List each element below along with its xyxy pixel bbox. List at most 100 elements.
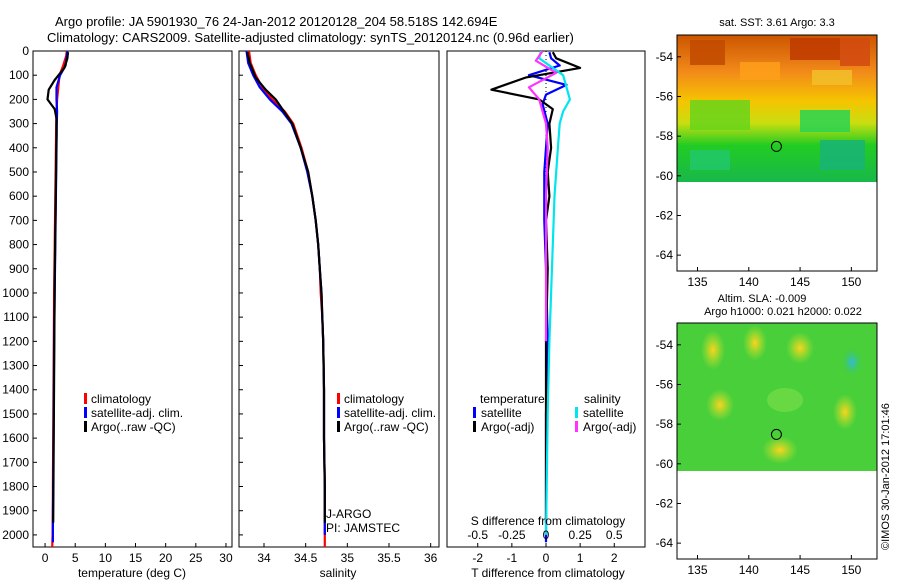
- depth-tick-label: 1800: [2, 480, 29, 494]
- lat-tick-label: -58: [656, 129, 674, 143]
- legend-swatch-satellite: [337, 407, 340, 418]
- legend-label-t-argo: Argo(-adj): [481, 420, 534, 434]
- temperature-axes-frame: [32, 50, 233, 548]
- x-tick-label: 1: [577, 551, 584, 565]
- legend-label-satellite: satellite-adj. clim.: [344, 406, 436, 420]
- depth-tick-label: 1600: [2, 431, 29, 445]
- depth-tick-label: 1000: [2, 286, 29, 300]
- depth-tick-label: 1700: [2, 455, 29, 469]
- lat-tick-label: -54: [656, 338, 674, 352]
- temperature-depth-ticks: 0 100 200 300 400 500 600 700 800 900 1000 1100 1200…: [2, 44, 37, 542]
- depth-tick-label: 700: [9, 213, 29, 227]
- legend-title-salinity: salinity: [584, 392, 621, 406]
- x-tick-label: 35: [341, 551, 355, 565]
- sla-texture: [701, 325, 862, 464]
- x-tick-label: -1: [507, 551, 518, 565]
- depth-tick-label: 1300: [2, 359, 29, 373]
- s-difference-label: S difference from climatology: [471, 514, 626, 528]
- s-diff-tick-label: 0.25: [568, 528, 592, 542]
- depth-tick-label: 300: [9, 117, 29, 131]
- difference-x-ticks: -2 -1 0 1 2: [472, 543, 618, 565]
- legend-swatch-t-satellite: [473, 407, 476, 418]
- series-line-argo: [46, 52, 70, 523]
- s-difference-ticks: -0.5 -0.25 0 0.25 0.5: [467, 528, 623, 542]
- lat-tick-label: -62: [656, 208, 674, 222]
- legend-label-s-argo: Argo(-adj): [583, 420, 636, 434]
- depth-tick-label: 1100: [3, 310, 29, 324]
- s-diff-tick-label: -0.5: [467, 528, 488, 542]
- salinity-axes-frame: [238, 50, 440, 548]
- lon-tick-label: 145: [790, 275, 810, 289]
- lat-tick-label: -58: [656, 417, 674, 431]
- depth-tick-label: 200: [9, 92, 29, 106]
- series-line-s-satellite: [538, 51, 572, 535]
- salinity-depth-ticks: [239, 50, 243, 536]
- legend-label-argo: Argo(..raw -QC): [344, 420, 429, 434]
- legend-label-satellite: satellite-adj. clim.: [91, 406, 183, 420]
- x-tick-label: 35.5: [377, 551, 401, 565]
- lat-tick-label: -56: [656, 377, 674, 391]
- depth-tick-label: 100: [9, 68, 29, 82]
- lat-tick-label: -64: [656, 248, 674, 262]
- float-pi-label: PI: JAMSTEC: [326, 521, 400, 535]
- legend-label-climatology: climatology: [91, 392, 151, 406]
- sst-map-title: sat. SST: 3.61 Argo: 3.3: [719, 17, 835, 29]
- depth-tick-label: 800: [9, 238, 29, 252]
- sst-lon-ticks: 135 140 145 150: [687, 267, 862, 289]
- difference-lines: [490, 51, 582, 547]
- depth-tick-label: 900: [9, 262, 29, 276]
- series-line-climatology: [247, 51, 326, 547]
- x-tick-label: 34.5: [294, 551, 318, 565]
- series-line-argo: [246, 51, 326, 523]
- legend-swatch-t-argo: [473, 421, 476, 432]
- header-line-1: Argo profile: JA 5901930_76 24-Jan-2012 …: [55, 14, 498, 29]
- lat-tick-label: -60: [656, 169, 674, 183]
- sst-map-frame: [676, 34, 878, 272]
- legend-swatch-climatology: [337, 393, 340, 404]
- legend-label-argo: Argo(..raw -QC): [91, 420, 176, 434]
- depth-tick-label: 400: [9, 141, 29, 155]
- temperature-x-ticks: 0 5 10 15 20 25 30: [42, 543, 233, 565]
- lon-tick-label: 145: [790, 563, 810, 577]
- x-tick-label: 0: [543, 551, 550, 565]
- legend-label-t-satellite: satellite: [481, 406, 522, 420]
- x-tick-label: 2: [611, 551, 618, 565]
- series-line-s-argo-adj-: [527, 51, 558, 342]
- salinity-panel: 34 34.5 35 35.5 36 salinity climatology sate…: [238, 50, 440, 580]
- temperature-xlabel: temperature (deg C): [78, 566, 186, 580]
- salinity-legend: climatology satellite-adj. clim. Argo(..…: [337, 392, 436, 434]
- x-tick-label: 34: [257, 551, 271, 565]
- legend-swatch-argo: [337, 421, 340, 432]
- sla-map-panel: Altim. SLA: -0.009 Argo h1000: 0.021 h20…: [656, 293, 878, 577]
- legend-title-temperature: temperature: [480, 392, 545, 406]
- lat-tick-label: -56: [656, 89, 674, 103]
- lat-tick-label: -64: [656, 536, 674, 550]
- imos-watermark: ©IMOS 30-Jan-2012 17:01:46: [880, 403, 892, 550]
- x-tick-label: -2: [472, 551, 483, 565]
- difference-panel: -2 -1 0 1 2 T difference from climatology S …: [446, 50, 646, 580]
- legend-label-s-satellite: satellite: [583, 406, 624, 420]
- depth-tick-label: 2000: [2, 528, 29, 542]
- depth-tick-label: 1400: [2, 383, 29, 397]
- x-tick-label: 0: [42, 551, 49, 565]
- temperature-panel: 0100200300400500600700800900100011001200…: [2, 44, 233, 580]
- lat-tick-label: -54: [656, 50, 674, 64]
- depth-tick-label: 600: [9, 189, 29, 203]
- depth-tick-label: 1500: [2, 407, 29, 421]
- x-tick-label: 30: [219, 551, 233, 565]
- lat-tick-label: -62: [656, 496, 674, 510]
- x-tick-label: 5: [72, 551, 79, 565]
- lon-tick-label: 140: [739, 275, 759, 289]
- depth-tick-label: 1200: [2, 334, 29, 348]
- depth-tick-label: 1900: [2, 504, 29, 518]
- argo-position-marker: [770, 428, 782, 440]
- lat-tick-label: -60: [656, 457, 674, 471]
- lon-tick-label: 150: [841, 563, 861, 577]
- lon-tick-label: 140: [739, 563, 759, 577]
- sla-map-frame: [676, 322, 878, 560]
- lon-tick-label: 135: [687, 563, 707, 577]
- sst-map-panel: sat. SST: 3.61 Argo: 3.3 -54 -56 -58 -60 -62…: [656, 17, 878, 289]
- sla-lon-ticks: 135 140 145 150: [687, 555, 862, 577]
- temperature-legend: climatology satellite-adj. clim. Argo(..…: [84, 392, 183, 434]
- series-line-t-argo-adj-: [490, 51, 582, 523]
